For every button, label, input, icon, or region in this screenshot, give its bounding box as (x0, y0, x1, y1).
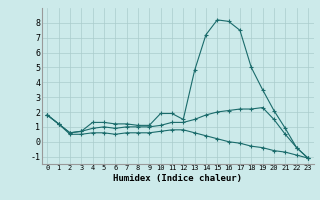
X-axis label: Humidex (Indice chaleur): Humidex (Indice chaleur) (113, 174, 242, 183)
